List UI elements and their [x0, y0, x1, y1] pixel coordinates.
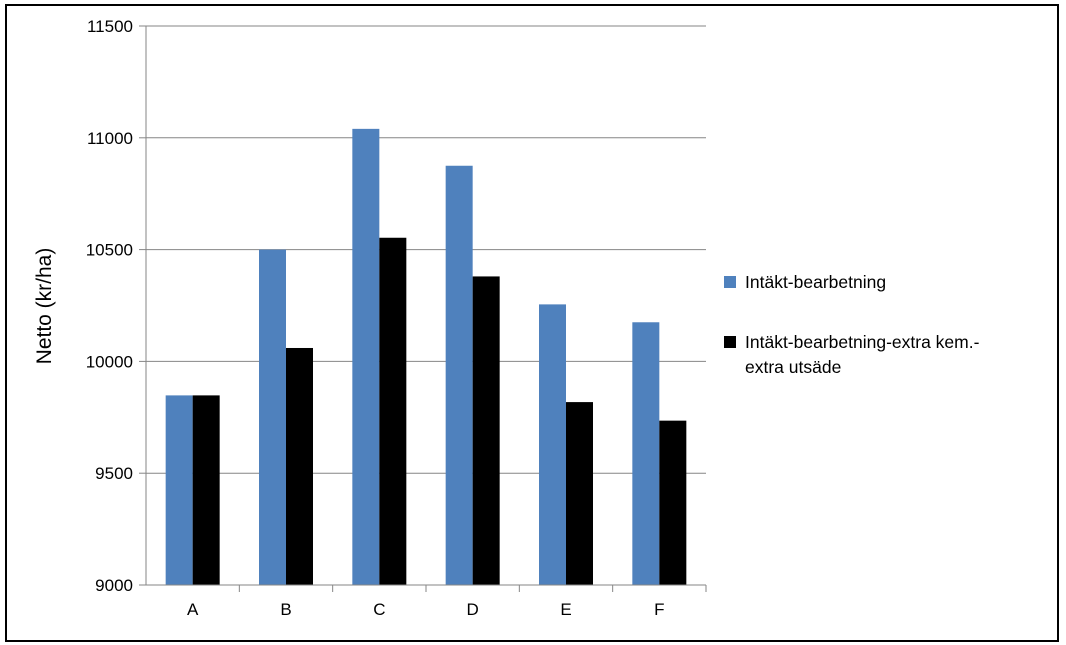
x-tick-label: F: [654, 600, 664, 619]
legend-swatch-1: [724, 276, 736, 288]
legend-label-2: Intäkt-bearbetning-extra kem.-: [745, 332, 980, 352]
bar-d-series-1: [445, 165, 473, 585]
bar-e-series-2: [566, 402, 593, 585]
y-tick-label: 9000: [95, 576, 133, 595]
bars: [165, 128, 687, 585]
y-tick-label: 10000: [86, 352, 133, 371]
bar-a-series-2: [192, 395, 220, 585]
bar-d-series-2: [472, 276, 500, 585]
y-tick-label: 9500: [95, 464, 133, 483]
x-tick-label: D: [467, 600, 479, 619]
legend-label-2: extra utsäde: [745, 357, 841, 377]
x-tick-label: C: [373, 600, 385, 619]
bar-c-series-2: [379, 237, 407, 585]
y-tick-label: 11500: [87, 17, 133, 36]
bar-f-series-2: [659, 420, 687, 585]
x-tick-label: A: [187, 600, 199, 619]
bar-c-series-1: [352, 128, 380, 585]
y-tick-label: 10500: [86, 241, 133, 260]
legend-label-1: Intäkt-bearbetning: [745, 272, 886, 292]
y-axis-title: Netto (kr/ha): [33, 248, 56, 365]
x-tick-label: B: [280, 600, 291, 619]
axes: [145, 26, 706, 586]
y-tick-label: 11000: [87, 129, 133, 148]
y-tick-labels: 9000 9500 10000 10500 11000 11500: [86, 17, 146, 595]
bar-a-series-1: [165, 395, 193, 585]
gridlines: [146, 25, 706, 474]
bar-e-series-1: [539, 304, 566, 585]
legend: Intäkt-bearbetning Intäkt-bearbetning-ext…: [724, 272, 980, 377]
bar-b-series-1: [259, 249, 286, 585]
legend-swatch-2: [724, 336, 736, 348]
bar-b-series-2: [286, 347, 313, 585]
bar-f-series-1: [632, 322, 660, 585]
x-tick-label: E: [560, 600, 571, 619]
x-tick-labels: A B C D E F: [187, 585, 707, 619]
